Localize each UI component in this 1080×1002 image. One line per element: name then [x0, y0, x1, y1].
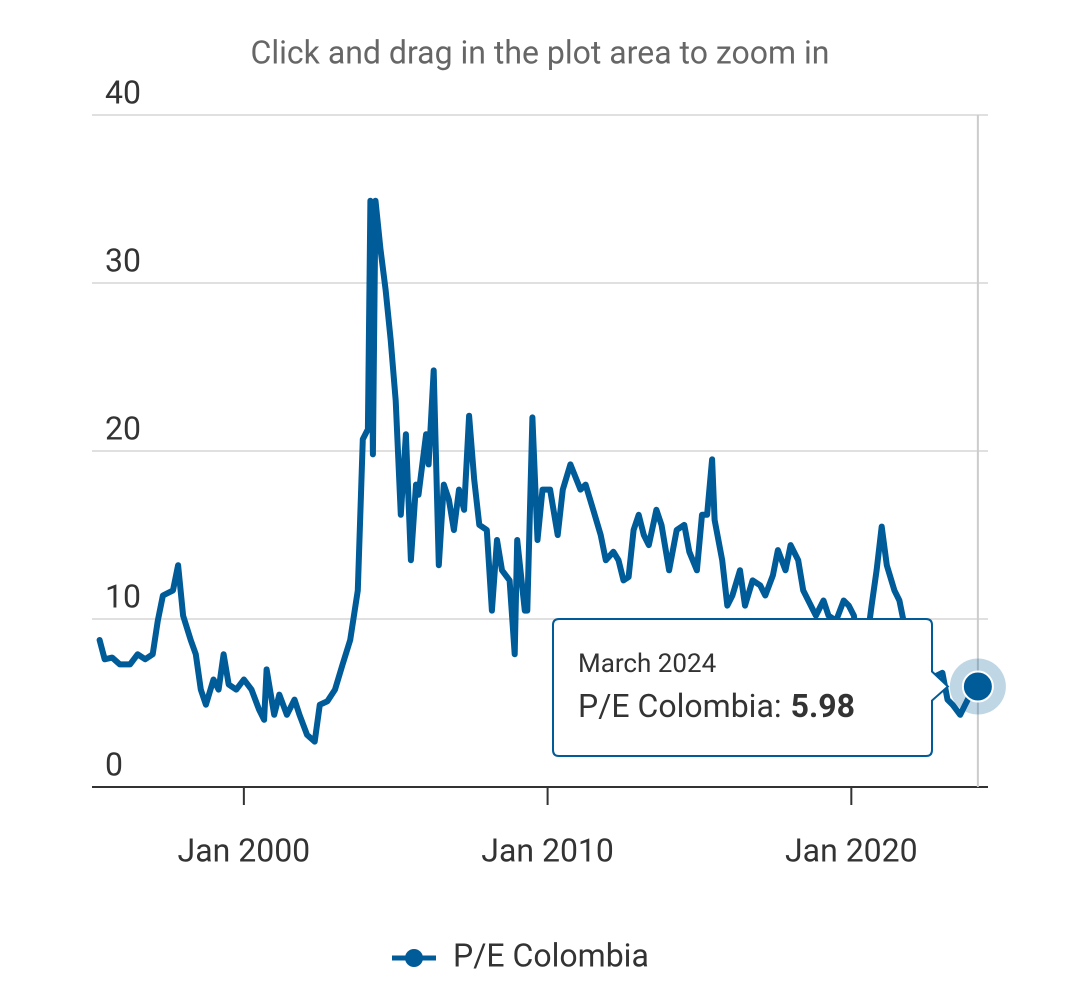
tooltip-title: March 2024: [578, 649, 717, 679]
tooltip-text: P/E Colombia: 5.98: [578, 687, 855, 725]
line-series: [96, 197, 981, 745]
y-tick-label: 40: [105, 73, 141, 111]
y-tick-label: 10: [105, 577, 141, 615]
legend-label: P/E Colombia: [453, 936, 649, 974]
chart-subtitle: Click and drag in the plot area to zoom …: [251, 33, 830, 71]
tooltip-label: P/E Colombia:: [578, 687, 782, 725]
tooltip-box: [552, 618, 950, 757]
x-tick-label: Jan 2010: [481, 831, 614, 869]
y-tick-label: 20: [105, 409, 141, 447]
hover-point: [961, 670, 994, 703]
x-tick-label: Jan 2020: [785, 831, 918, 869]
tooltip-value: 5.98: [791, 687, 855, 725]
y-tick-label: 30: [105, 241, 141, 279]
y-tick-label: 0: [105, 745, 123, 783]
legend-marker: [405, 949, 423, 967]
tooltip: March 2024 P/E Colombia: 5.98: [552, 618, 950, 757]
x-tick-label: Jan 2000: [178, 831, 311, 869]
